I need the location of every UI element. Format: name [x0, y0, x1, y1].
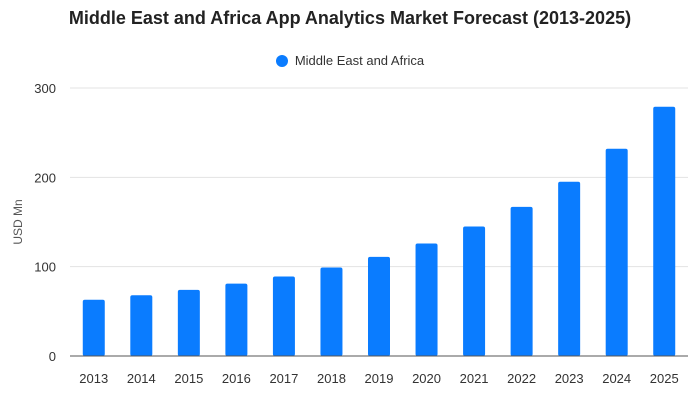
bar-2013[interactable] — [82, 299, 105, 356]
legend-marker-icon — [275, 54, 288, 67]
bar-2024[interactable] — [605, 148, 628, 356]
x-tick-label: 2019 — [365, 371, 394, 386]
x-tick-label: 2014 — [127, 371, 156, 386]
x-tick-label: 2021 — [460, 371, 489, 386]
bar-2016[interactable] — [225, 283, 248, 356]
x-tick-label: 2016 — [222, 371, 251, 386]
bar-2019[interactable] — [368, 256, 390, 356]
bar-2018[interactable] — [320, 267, 343, 356]
gridlines — [70, 87, 688, 268]
y-axis-ticks: 0 100 200 300 — [34, 81, 56, 364]
x-axis-ticks: 2013 2014 2015 2016 2017 2018 2019 2020 2021 2022… — [79, 371, 678, 386]
bar-2017[interactable] — [272, 276, 295, 356]
bar-2023[interactable] — [558, 181, 581, 356]
bar-2022[interactable] — [510, 206, 533, 356]
legend-label: Middle East and Africa — [294, 53, 425, 68]
x-tick-label: 2015 — [174, 371, 203, 386]
y-tick-label: 0 — [49, 349, 56, 364]
y-tick-label: 200 — [34, 170, 56, 185]
x-tick-label: 2022 — [507, 371, 536, 386]
chart-title: Middle East and Africa App Analytics Mar… — [68, 8, 632, 28]
x-tick-label: 2018 — [317, 371, 346, 386]
x-tick-label: 2017 — [269, 371, 298, 386]
x-tick-label: 2024 — [602, 371, 631, 386]
bar-2025[interactable] — [653, 106, 676, 356]
bars — [82, 106, 676, 356]
x-tick-label: 2025 — [650, 371, 679, 386]
bar-2020[interactable] — [415, 243, 438, 356]
x-tick-label: 2023 — [555, 371, 584, 386]
bar-2015[interactable] — [177, 289, 200, 356]
x-tick-label: 2013 — [79, 371, 108, 386]
x-tick-label: 2020 — [412, 371, 441, 386]
legend: Middle East and Africa — [0, 53, 700, 68]
y-tick-label: 300 — [34, 81, 56, 96]
y-tick-label: 100 — [34, 260, 56, 275]
bar-2014[interactable] — [130, 295, 153, 356]
y-axis-label: USD Mn — [11, 199, 25, 244]
bar-2021[interactable] — [463, 226, 486, 356]
